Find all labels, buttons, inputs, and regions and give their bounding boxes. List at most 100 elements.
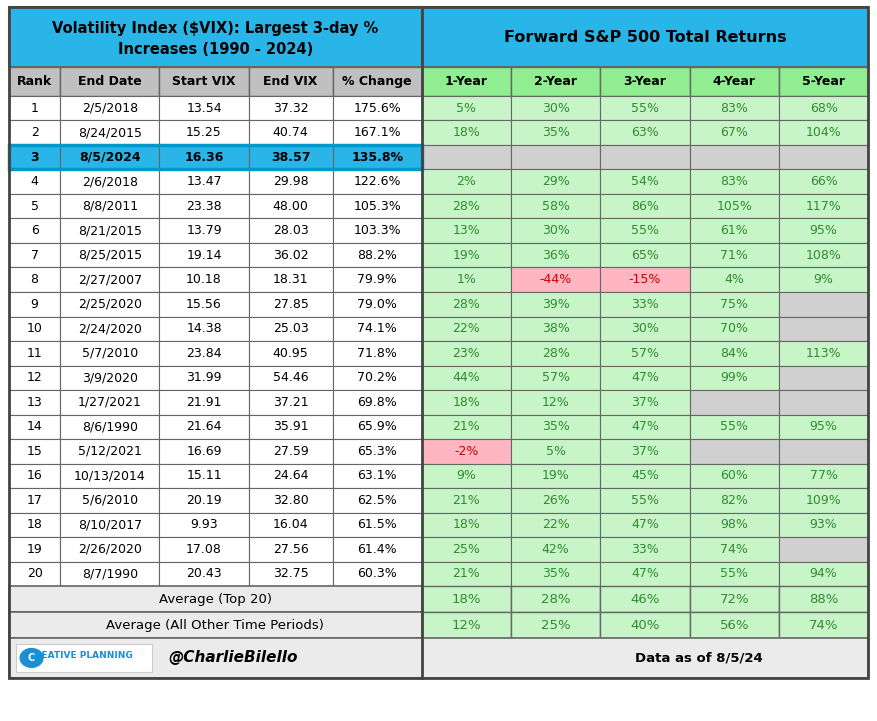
Bar xyxy=(511,292,601,317)
Bar xyxy=(422,317,511,341)
Bar xyxy=(601,169,689,194)
Bar xyxy=(422,415,511,439)
Bar xyxy=(249,537,332,562)
Text: 2/6/2018: 2/6/2018 xyxy=(82,175,138,188)
Text: 8/25/2015: 8/25/2015 xyxy=(78,249,142,262)
Text: 19: 19 xyxy=(26,543,42,556)
Bar xyxy=(511,120,601,145)
Bar xyxy=(61,390,160,415)
Bar xyxy=(249,96,332,120)
Text: 16.36: 16.36 xyxy=(184,151,224,164)
Bar xyxy=(511,218,601,243)
Text: 10/13/2014: 10/13/2014 xyxy=(74,469,146,482)
Bar xyxy=(511,439,601,464)
Bar xyxy=(689,562,779,586)
Text: 57%: 57% xyxy=(631,347,659,360)
Bar xyxy=(61,292,160,317)
Text: 79.0%: 79.0% xyxy=(357,298,397,311)
Bar xyxy=(61,562,160,586)
Bar xyxy=(601,586,689,612)
Text: Volatility Index ($VIX): Largest 3-day %: Volatility Index ($VIX): Largest 3-day % xyxy=(52,21,378,35)
Bar xyxy=(332,366,422,390)
Text: 84%: 84% xyxy=(720,347,748,360)
Bar xyxy=(779,562,868,586)
Text: 70%: 70% xyxy=(720,322,748,335)
Text: 7: 7 xyxy=(31,249,39,262)
Bar xyxy=(779,169,868,194)
Bar xyxy=(689,488,779,513)
Text: 9.93: 9.93 xyxy=(190,518,217,531)
Bar xyxy=(160,317,249,341)
Bar xyxy=(332,145,422,169)
Text: Data as of 8/5/24: Data as of 8/5/24 xyxy=(635,651,762,665)
Bar xyxy=(511,537,601,562)
Text: -44%: -44% xyxy=(539,273,572,286)
Text: 105.3%: 105.3% xyxy=(353,200,401,213)
Text: 83%: 83% xyxy=(720,102,748,115)
Bar xyxy=(689,537,779,562)
Bar xyxy=(160,366,249,390)
Bar xyxy=(511,513,601,537)
Text: -2%: -2% xyxy=(454,445,479,458)
Bar xyxy=(9,562,61,586)
Bar xyxy=(601,537,689,562)
Bar xyxy=(160,169,249,194)
Bar xyxy=(332,243,422,267)
Bar xyxy=(160,537,249,562)
Bar xyxy=(689,194,779,218)
Bar xyxy=(332,317,422,341)
Bar xyxy=(422,439,511,464)
Text: 65.3%: 65.3% xyxy=(357,445,397,458)
Bar xyxy=(601,612,689,638)
Text: 36%: 36% xyxy=(542,249,570,262)
Bar xyxy=(332,562,422,586)
Text: 21%: 21% xyxy=(453,420,481,433)
Bar xyxy=(689,439,779,464)
Text: 12%: 12% xyxy=(452,619,481,632)
Text: 2%: 2% xyxy=(457,175,476,188)
Text: 16: 16 xyxy=(26,469,42,482)
Text: 14: 14 xyxy=(26,420,42,433)
Text: 3-Year: 3-Year xyxy=(624,75,667,88)
Text: 40.95: 40.95 xyxy=(273,347,309,360)
Text: 26%: 26% xyxy=(542,494,570,507)
Text: 5/7/2010: 5/7/2010 xyxy=(82,347,138,360)
Text: 103.3%: 103.3% xyxy=(353,224,401,237)
Bar xyxy=(511,366,601,390)
Bar xyxy=(779,439,868,464)
Bar xyxy=(160,464,249,488)
Bar xyxy=(249,488,332,513)
Bar xyxy=(511,464,601,488)
Text: 21.91: 21.91 xyxy=(186,396,222,409)
Text: 98%: 98% xyxy=(720,518,748,531)
Text: 20.43: 20.43 xyxy=(186,567,222,580)
Bar xyxy=(601,439,689,464)
Bar xyxy=(9,169,61,194)
Text: 68%: 68% xyxy=(809,102,838,115)
Bar xyxy=(779,612,868,638)
Bar xyxy=(422,169,511,194)
Text: 9%: 9% xyxy=(457,469,476,482)
Bar xyxy=(511,562,601,586)
Bar xyxy=(422,243,511,267)
Text: 36.02: 36.02 xyxy=(273,249,309,262)
Bar xyxy=(9,317,61,341)
Text: 13.47: 13.47 xyxy=(186,175,222,188)
Bar xyxy=(9,464,61,488)
Text: 2/5/2018: 2/5/2018 xyxy=(82,102,138,115)
Bar xyxy=(422,513,511,537)
Text: 32.80: 32.80 xyxy=(273,494,309,507)
Bar xyxy=(422,366,511,390)
Bar xyxy=(249,341,332,366)
Text: 28%: 28% xyxy=(542,347,570,360)
Bar xyxy=(16,644,152,672)
Text: 12%: 12% xyxy=(542,396,570,409)
Bar xyxy=(61,267,160,292)
Text: 35%: 35% xyxy=(542,126,570,139)
Bar xyxy=(9,96,61,120)
Bar xyxy=(689,390,779,415)
Bar xyxy=(61,439,160,464)
Bar xyxy=(689,120,779,145)
Bar xyxy=(61,415,160,439)
Bar xyxy=(160,145,249,169)
